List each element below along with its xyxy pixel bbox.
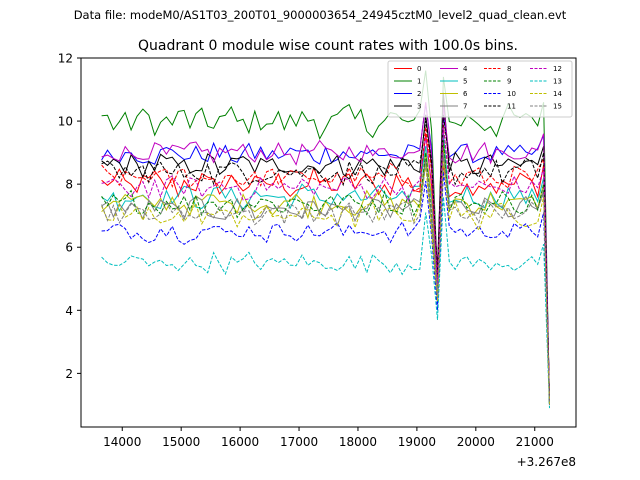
y-tick-label: 4 bbox=[65, 304, 73, 318]
legend-label-8: 8 bbox=[507, 65, 511, 73]
chart-title: Quadrant 0 module wise count rates with … bbox=[138, 38, 518, 54]
chart-suptitle: Data file: modeM0/AS1T03_200T01_90000036… bbox=[74, 8, 567, 22]
series-layer bbox=[101, 70, 550, 409]
series-line-4 bbox=[101, 102, 550, 402]
x-offset-label: +3.267e8 bbox=[517, 455, 576, 469]
y-tick-label: 2 bbox=[65, 367, 73, 381]
series-line-15 bbox=[101, 152, 550, 405]
legend-label-15: 15 bbox=[553, 103, 562, 111]
series-line-0 bbox=[101, 133, 550, 399]
x-tick-label: 15000 bbox=[162, 435, 200, 449]
series-line-14 bbox=[101, 158, 550, 405]
legend-label-11: 11 bbox=[507, 103, 516, 111]
legend-label-12: 12 bbox=[553, 65, 562, 73]
series-line-5 bbox=[101, 133, 550, 405]
y-tick-label: 12 bbox=[58, 52, 73, 66]
legend-box bbox=[387, 60, 573, 118]
x-tick-label: 19000 bbox=[398, 435, 436, 449]
series-line-11 bbox=[101, 114, 550, 402]
legend-label-7: 7 bbox=[463, 103, 467, 111]
x-tick-label: 17000 bbox=[280, 435, 318, 449]
series-line-1 bbox=[101, 70, 550, 405]
x-tick-label: 14000 bbox=[103, 435, 141, 449]
x-tick-label: 21000 bbox=[516, 435, 554, 449]
y-tick-label: 10 bbox=[58, 115, 73, 129]
legend-label-14: 14 bbox=[553, 90, 562, 98]
legend-label-6: 6 bbox=[463, 90, 468, 98]
legend-label-3: 3 bbox=[417, 103, 421, 111]
legend-label-1: 1 bbox=[417, 78, 421, 86]
x-tick-label: 16000 bbox=[221, 435, 259, 449]
x-axis: 14000 15000 16000 17000 18000 19000 20000 21000 bbox=[103, 427, 554, 449]
legend-label-9: 9 bbox=[507, 78, 511, 86]
legend-label-5: 5 bbox=[463, 78, 467, 86]
x-tick-label: 20000 bbox=[457, 435, 495, 449]
series-line-12 bbox=[101, 127, 550, 402]
legend-label-4: 4 bbox=[463, 65, 468, 73]
series-line-8 bbox=[101, 124, 550, 402]
legend-label-0: 0 bbox=[417, 65, 421, 73]
series-line-7 bbox=[101, 152, 550, 405]
legend-label-2: 2 bbox=[417, 90, 421, 98]
plot-frame bbox=[80, 57, 577, 428]
series-line-13 bbox=[101, 196, 550, 409]
legend-label-10: 10 bbox=[507, 90, 516, 98]
y-tick-label: 6 bbox=[65, 241, 73, 255]
legend-label-13: 13 bbox=[553, 78, 562, 86]
x-tick-label: 18000 bbox=[339, 435, 377, 449]
series-line-6 bbox=[101, 143, 550, 405]
series-line-3 bbox=[101, 92, 550, 399]
y-axis: 2 4 6 8 10 12 bbox=[58, 52, 81, 381]
y-tick-label: 8 bbox=[65, 178, 73, 192]
series-line-9 bbox=[101, 139, 550, 405]
